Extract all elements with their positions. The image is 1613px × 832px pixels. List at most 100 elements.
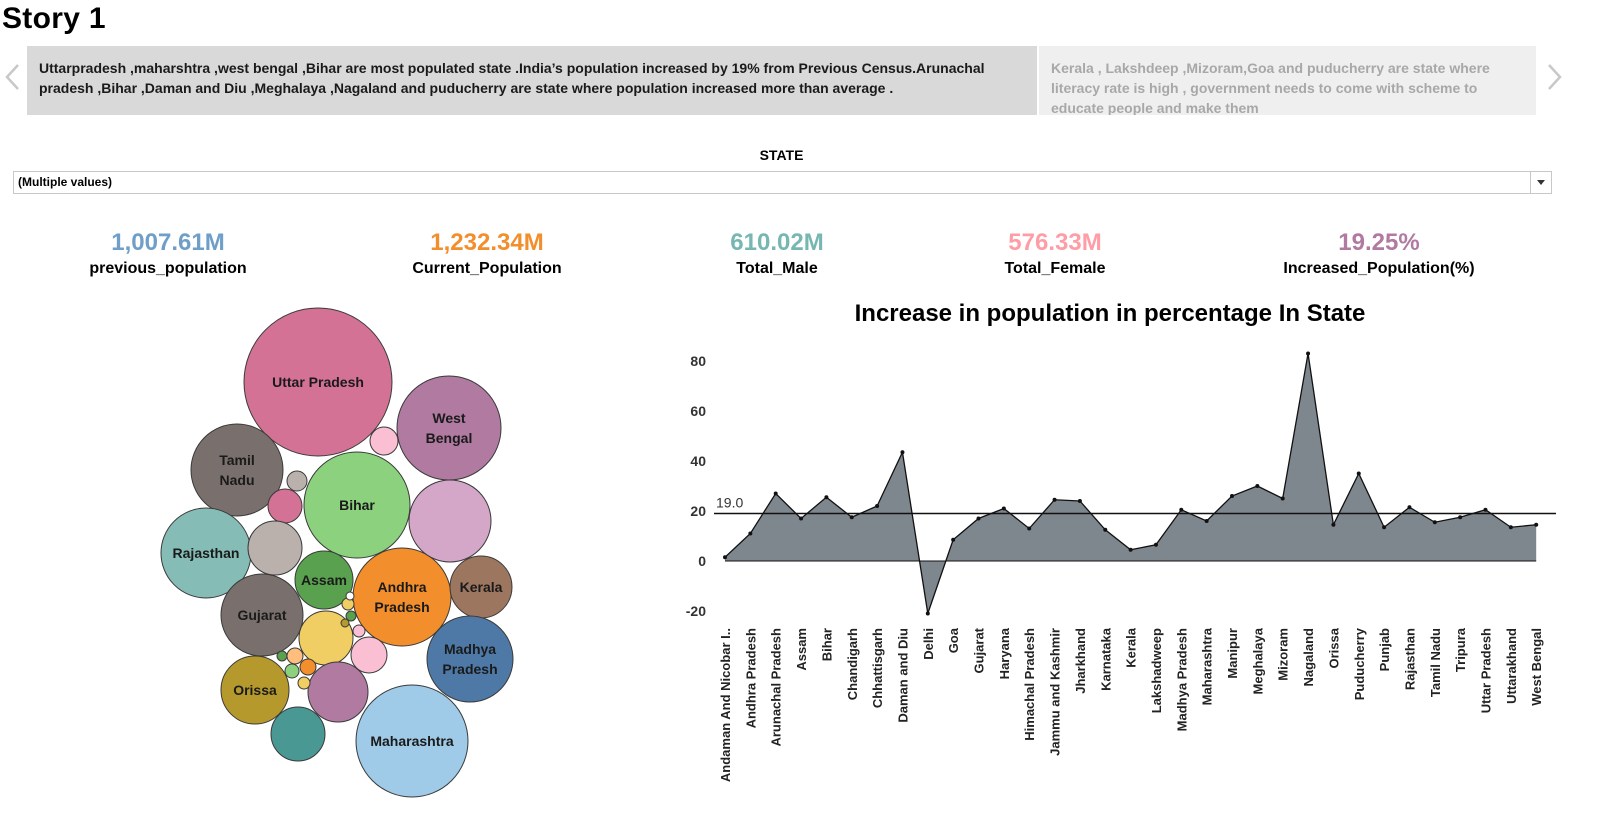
bubble-madhya-pradesh[interactable]: Madhya Pradesh <box>426 615 514 703</box>
data-point-goa[interactable] <box>951 537 956 542</box>
data-point-assam[interactable] <box>799 516 804 521</box>
next-arrow-icon[interactable] <box>1543 62 1565 92</box>
x-tick-label: Tripura <box>1453 627 1468 672</box>
data-point-bihar[interactable] <box>824 495 829 500</box>
story-point-caption-next[interactable]: Kerala , Lakshdeep ,Mizoram,Goa and pudu… <box>1039 46 1536 115</box>
bubble-small-state[interactable] <box>350 636 388 674</box>
data-point-haryana[interactable] <box>1001 506 1006 511</box>
bubble-label: Andhra <box>378 579 427 595</box>
bubble-small-state[interactable] <box>299 658 317 676</box>
x-tick-label: Bihar <box>819 628 834 661</box>
kpi-value: 1,232.34M <box>430 229 544 256</box>
y-tick-label: 40 <box>690 453 706 469</box>
data-point-punjab[interactable] <box>1382 525 1387 530</box>
bubble-andhra-pradesh[interactable]: Andhra Pradesh <box>352 547 452 647</box>
x-tick-label: Punjab <box>1377 628 1392 671</box>
data-point-rajasthan[interactable] <box>1407 505 1412 510</box>
bubble-small-state[interactable] <box>340 618 350 628</box>
bubble-orissa[interactable]: Orissa <box>220 655 290 725</box>
y-tick-label: 60 <box>690 403 706 419</box>
x-tick-label: Orissa <box>1326 627 1341 668</box>
x-tick-label: Meghalaya <box>1250 627 1265 694</box>
bubble-kerala[interactable]: Kerala <box>449 555 513 619</box>
bubble-small-state[interactable] <box>352 624 366 638</box>
data-point-tripura[interactable] <box>1458 515 1463 520</box>
data-point-uttarakhand[interactable] <box>1508 525 1513 530</box>
data-point-himachal-pradesh[interactable] <box>1027 526 1032 531</box>
bubble-label: Rajasthan <box>173 545 240 561</box>
bubble-rajasthan[interactable]: Rajasthan <box>160 507 252 599</box>
bubble-label: Kerala <box>460 579 503 595</box>
data-point-tamil-nadu[interactable] <box>1432 520 1437 525</box>
data-point-lakshadweep[interactable] <box>1153 542 1158 547</box>
data-point-jharkhand[interactable] <box>1077 499 1082 503</box>
bubble-bihar[interactable]: Bihar <box>303 451 411 559</box>
bubble-small-state[interactable] <box>297 676 311 690</box>
kpi-value: 19.25% <box>1338 229 1420 256</box>
bubble-maharashtra[interactable]: Maharashtra <box>355 684 469 798</box>
area-fill <box>725 353 1537 614</box>
kpi-label: Total_Female <box>1004 260 1106 277</box>
x-tick-label: Goa <box>946 627 961 653</box>
bubble-small-state[interactable] <box>369 426 399 456</box>
bubble-small-state[interactable] <box>267 488 303 524</box>
x-tick-label: Puducherry <box>1352 627 1367 700</box>
bubble-small-state[interactable] <box>284 663 300 679</box>
data-point-daman-and-diu[interactable] <box>900 450 905 455</box>
data-point-andaman-and-nicobar-i-[interactable] <box>723 555 727 560</box>
data-point-karnataka[interactable] <box>1103 527 1108 532</box>
bubble-small-state[interactable] <box>247 520 303 576</box>
bubble-small-state[interactable] <box>286 647 304 665</box>
bubble-label: Gujarat <box>237 607 286 623</box>
bubble-assam[interactable]: Assam <box>294 550 354 610</box>
bubble-small-state[interactable] <box>408 479 492 563</box>
state-population-bubble-chart[interactable]: Uttar Pradesh West Bengal Tamil Nadu Bihar Raj… <box>150 300 530 805</box>
kpi-label: Increased_Population(%) <box>1283 260 1475 277</box>
bubble-small-state[interactable] <box>276 650 288 662</box>
bubble-label: Tamil <box>219 452 255 468</box>
kpi-label: Total_Male <box>736 260 818 277</box>
story-point-caption-active[interactable]: Uttarpradesh ,maharshtra ,west bengal ,B… <box>27 46 1037 115</box>
data-point-jammu-and-kashmir[interactable] <box>1052 497 1057 502</box>
chart-title: Increase in population in percentage In … <box>854 300 1366 327</box>
bubble-small-state[interactable] <box>345 610 357 622</box>
bubble-small-state[interactable] <box>307 661 369 723</box>
previous-arrow-icon[interactable] <box>2 62 24 92</box>
filter-label: STATE <box>759 147 804 163</box>
data-point-west-bengal[interactable] <box>1534 522 1539 527</box>
data-point-mizoram[interactable] <box>1280 496 1285 501</box>
data-point-maharashtra[interactable] <box>1204 519 1209 523</box>
bubble-small-state[interactable] <box>286 470 308 492</box>
x-tick-label: Arunachal Pradesh <box>769 628 784 747</box>
data-point-meghalaya[interactable] <box>1255 484 1260 488</box>
data-point-puducherry[interactable] <box>1356 471 1361 476</box>
bubble-label: Madhya <box>444 641 496 657</box>
bubble-small-state[interactable] <box>345 591 355 601</box>
data-point-chandigarh[interactable] <box>849 515 854 520</box>
data-point-uttar-pradesh[interactable] <box>1483 507 1488 512</box>
data-point-manipur[interactable] <box>1230 494 1234 498</box>
kpi-total-female: 576.33M Total_Female <box>905 228 1205 278</box>
data-point-kerala[interactable] <box>1128 547 1133 552</box>
bubble-gujarat[interactable]: Gujarat <box>220 573 304 657</box>
x-tick-label: Maharashtra <box>1200 627 1215 705</box>
data-point-gujarat[interactable] <box>976 516 981 521</box>
bubble-small-state[interactable] <box>270 706 326 762</box>
data-point-chhattisgarh[interactable] <box>875 504 880 508</box>
kpi-label: previous_population <box>89 260 247 277</box>
data-point-delhi[interactable] <box>925 611 930 616</box>
bubble-label: Pradesh <box>374 599 429 615</box>
bubble-tamil-nadu[interactable]: Tamil Nadu <box>190 423 284 517</box>
data-point-orissa[interactable] <box>1331 522 1336 527</box>
data-point-andhra-pradesh[interactable] <box>748 531 753 536</box>
bubble-west-bengal[interactable]: West Bengal <box>396 375 502 481</box>
state-filter-dropdown[interactable]: (Multiple values) <box>13 171 1552 194</box>
data-point-madhya-pradesh[interactable] <box>1179 507 1184 512</box>
y-tick-label: 20 <box>690 503 706 519</box>
data-point-nagaland[interactable] <box>1306 351 1311 356</box>
data-point-arunachal-pradesh[interactable] <box>773 491 778 496</box>
dropdown-arrow-icon[interactable] <box>1530 172 1551 193</box>
population-increase-area-chart[interactable]: 80 60 40 20 0 -20 19.0 Andaman And Nicobar I.. A… <box>670 335 1560 825</box>
x-tick-label: Chandigarh <box>845 628 860 700</box>
bubble-uttar-pradesh[interactable]: Uttar Pradesh <box>243 307 393 457</box>
